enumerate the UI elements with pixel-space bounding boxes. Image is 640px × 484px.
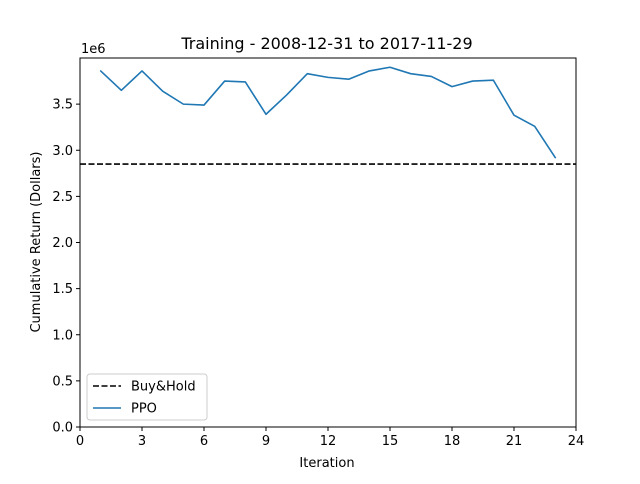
y-tick-label: 1.5 <box>52 282 73 297</box>
series-group <box>80 66 576 165</box>
y-tick-label: 3.0 <box>52 144 73 159</box>
x-tick-label: 9 <box>262 434 270 449</box>
series-line-ppo <box>99 66 557 159</box>
x-tick-label: 21 <box>506 434 523 449</box>
legend: Buy&Hold PPO <box>86 373 208 421</box>
y-tick-label: 0.0 <box>52 421 73 436</box>
y-tick-label: 1.0 <box>52 328 73 343</box>
x-tick-label: 18 <box>444 434 461 449</box>
y-tick-label: 2.0 <box>52 236 73 251</box>
x-tick-label: 15 <box>382 434 399 449</box>
legend-label-ppo: PPO <box>131 402 157 417</box>
y-axis-label: Cumulative Return (Dollars) <box>29 151 44 332</box>
x-tick-label: 12 <box>320 434 337 449</box>
x-tick-label: 3 <box>138 434 146 449</box>
x-tick-label: 6 <box>200 434 208 449</box>
plot-area: 0 3 6 9 12 15 18 21 24 0.0 0.5 1.0 1.5 2.0 2.5 3.0 3.5 <box>52 57 585 449</box>
y-tick-label: 3.5 <box>52 98 73 113</box>
chart-title: Training - 2008-12-31 to 2017-11-29 <box>180 34 472 53</box>
y-tick-label: 2.5 <box>52 190 73 205</box>
x-axis-label: Iteration <box>299 456 354 471</box>
y-tick-label: 0.5 <box>52 374 73 389</box>
y-offset-text: 1e6 <box>81 42 106 57</box>
legend-label-buy-hold: Buy&Hold <box>131 380 196 395</box>
x-tick-label: 0 <box>76 434 84 449</box>
x-tick-label: 24 <box>568 434 585 449</box>
